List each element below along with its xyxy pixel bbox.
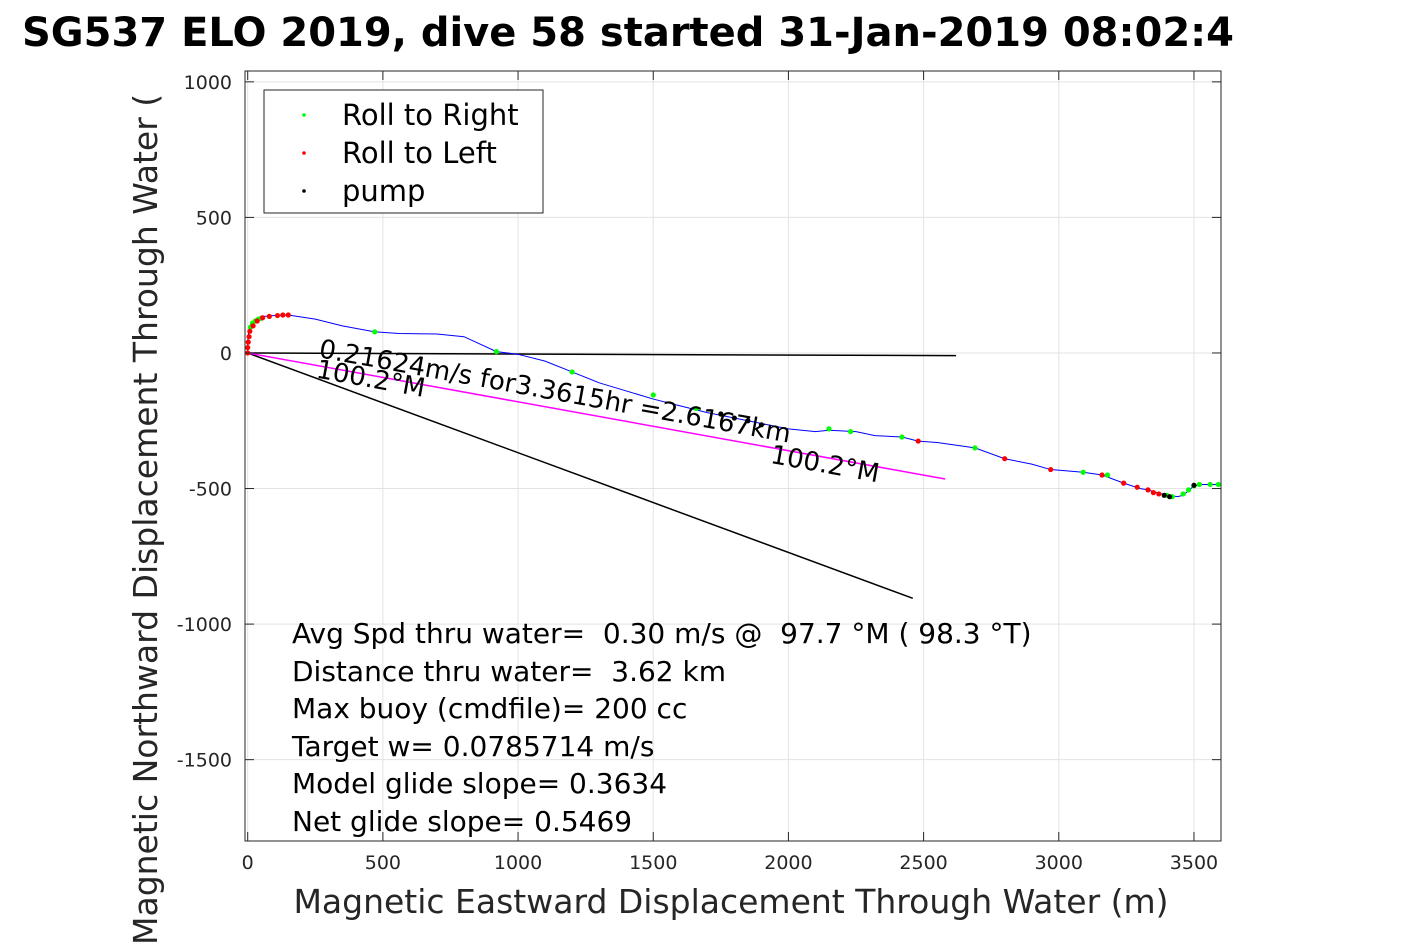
x-tick-label: 2000 <box>764 852 812 874</box>
x-axis-label: Magnetic Eastward Displacement Through W… <box>293 882 1168 921</box>
annotation-label: 100.2°M <box>768 440 881 489</box>
roll-left-point <box>1121 480 1127 486</box>
roll-right-point <box>1215 481 1221 488</box>
legend-label-roll-right: Roll to Right <box>342 98 519 132</box>
legend-marker-pump <box>302 189 306 193</box>
legend-marker-roll-right <box>302 113 306 117</box>
roll-right-point <box>848 428 854 435</box>
x-tick-label: 1500 <box>629 852 677 874</box>
pump-point <box>758 422 764 428</box>
legend: Roll to Right Roll to Left pump <box>263 89 544 214</box>
pump-point <box>745 418 751 424</box>
summary-target-w: Target w= 0.0785714 m/s <box>291 730 654 763</box>
roll-left-point <box>1099 472 1105 478</box>
roll-right-point <box>1080 469 1086 475</box>
summary-avg-speed: Avg Spd thru water= 0.30 m/s @ 97.7 °M (… <box>292 617 1032 650</box>
roll-right-point <box>569 369 575 375</box>
summary-model-glide: Model glide slope= 0.3634 <box>292 767 667 800</box>
roll-right-point <box>826 426 832 432</box>
summary-distance: Distance thru water= 3.62 km <box>292 655 726 688</box>
x-tick-label: 500 <box>365 852 401 874</box>
pump-point <box>1191 482 1197 488</box>
summary-text: Avg Spd thru water= 0.30 m/s @ 97.7 °M (… <box>291 617 1032 838</box>
summary-max-buoy: Max buoy (cmdfile)= 200 cc <box>292 692 687 725</box>
chart-title: SG537 ELO 2019, dive 58 started 31-Jan-2… <box>22 10 1234 56</box>
pump-point <box>1161 492 1167 498</box>
y-axis-label: Magnetic Northward Displacement Through … <box>126 94 165 945</box>
reference-line <box>247 352 914 600</box>
roll-left-point <box>247 328 253 334</box>
roll-left-point <box>1134 484 1140 490</box>
roll-left-point <box>245 344 251 351</box>
x-tick-label: 3500 <box>1170 852 1218 874</box>
track-line <box>247 314 1219 498</box>
reference-line <box>247 352 946 480</box>
roll-right-point <box>650 392 656 398</box>
roll-left-point <box>915 438 921 444</box>
roll-right-point <box>972 445 978 451</box>
roll-right-point <box>1185 487 1192 493</box>
roll-right-point <box>1207 481 1213 488</box>
x-tick-label: 3000 <box>1035 852 1083 874</box>
reference-line <box>247 352 957 357</box>
legend-label-roll-left: Roll to Left <box>342 136 497 170</box>
roll-left-point <box>259 315 266 321</box>
plot-frame <box>244 70 1222 842</box>
roll-right-point <box>1196 481 1202 488</box>
legend-label-pump: pump <box>342 174 425 208</box>
roll-left-point <box>1156 491 1162 497</box>
x-tick-label: 2500 <box>899 852 947 874</box>
data-layer <box>245 312 1221 600</box>
roll-right-point <box>372 329 378 335</box>
roll-left-point <box>1145 487 1151 493</box>
roll-left-point <box>1150 490 1157 496</box>
pump-point <box>731 415 737 421</box>
roll-right-point <box>693 405 700 412</box>
tick-layer: 0 500 1000 1500 2000 2500 3000 3500 1000 500 0 -500… <box>177 71 1221 874</box>
roll-left-point <box>246 334 252 340</box>
roll-right-point <box>899 434 905 440</box>
annotation-layer: 0.21624m/s for3.3615hr =2.6167km100.2°M1… <box>314 334 882 489</box>
roll-left-point <box>1048 466 1054 473</box>
roll-left-point <box>245 339 251 345</box>
y-tick-label: -500 <box>189 479 232 501</box>
roll-left-point <box>254 318 260 324</box>
roll-left-point <box>285 312 291 318</box>
roll-right-point <box>1180 491 1186 497</box>
pump-point <box>1167 494 1173 500</box>
pump-point <box>718 411 724 417</box>
roll-left-point <box>266 313 272 319</box>
legend-marker-roll-left <box>302 151 306 155</box>
y-tick-label: -1000 <box>177 614 232 636</box>
y-tick-label: 0 <box>220 343 232 365</box>
y-tick-label: 500 <box>196 207 232 229</box>
roll-left-point <box>274 312 281 319</box>
legend-box <box>263 89 544 214</box>
roll-left-point <box>1002 456 1008 462</box>
roll-right-point <box>1104 472 1111 478</box>
roll-left-point <box>250 323 256 329</box>
summary-net-glide: Net glide slope= 0.5469 <box>292 805 632 838</box>
x-tick-label: 1000 <box>494 852 542 874</box>
y-tick-label: 1000 <box>184 72 232 94</box>
y-tick-label: -1500 <box>177 750 232 772</box>
roll-right-point <box>493 349 500 355</box>
x-tick-label: 0 <box>242 852 254 874</box>
roll-left-point <box>280 312 286 318</box>
